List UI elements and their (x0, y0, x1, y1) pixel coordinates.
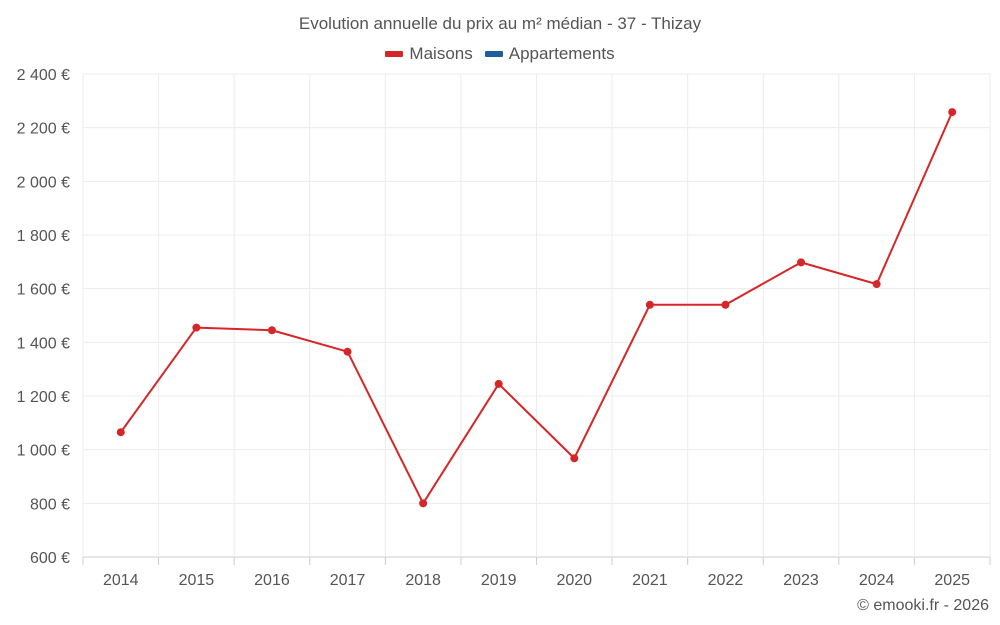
x-tick-label: 2016 (254, 572, 290, 589)
chart-legend: Maisons Appartements (0, 44, 1000, 64)
y-tick-label: 1 000 € (17, 443, 70, 460)
data-point (192, 323, 201, 332)
data-point (116, 428, 125, 437)
data-point (494, 379, 503, 388)
y-tick-label: 2 200 € (17, 121, 70, 138)
legend-swatch-appartements (484, 51, 503, 57)
data-point (721, 300, 730, 309)
x-tick-label: 2015 (179, 572, 215, 589)
data-point (419, 499, 428, 508)
credit-text: © emooki.fr - 2026 (857, 597, 989, 614)
series-line-maisons (119, 111, 954, 505)
x-tick-label: 2017 (330, 572, 366, 589)
data-point (797, 258, 806, 267)
legend-item-appartements[interactable]: Appartements (484, 44, 615, 64)
y-tick-label: 1 600 € (17, 282, 70, 299)
data-point (570, 454, 579, 463)
x-tick-label: 2023 (783, 572, 819, 589)
x-tick-label: 2014 (103, 572, 139, 589)
data-point (343, 347, 352, 356)
y-tick-label: 2 000 € (17, 174, 70, 191)
chart-title: Evolution annuelle du prix au m² médian … (298, 14, 702, 33)
y-tick-label: 1 400 € (17, 335, 70, 352)
x-tick-label: 2018 (405, 572, 441, 589)
data-point (872, 280, 881, 289)
legend-label-maisons: Maisons (409, 44, 473, 63)
x-tick-label: 2019 (481, 572, 517, 589)
legend-swatch-maisons (385, 51, 404, 57)
data-point (267, 326, 276, 335)
data-point (948, 108, 957, 117)
y-tick-label: 600 € (30, 550, 70, 567)
y-tick-label: 1 200 € (17, 389, 70, 406)
x-tick-label: 2020 (556, 572, 592, 589)
x-tick-label: 2025 (934, 572, 970, 589)
x-tick-label: 2022 (708, 572, 744, 589)
y-tick-label: 1 800 € (17, 228, 70, 245)
legend-label-appartements: Appartements (508, 44, 615, 63)
data-point (645, 300, 654, 309)
x-tick-label: 2024 (859, 572, 895, 589)
legend-item-maisons[interactable]: Maisons (385, 44, 473, 64)
y-tick-label: 800 € (30, 496, 70, 513)
y-tick-label: 2 400 € (17, 67, 70, 84)
x-tick-label: 2021 (632, 572, 668, 589)
